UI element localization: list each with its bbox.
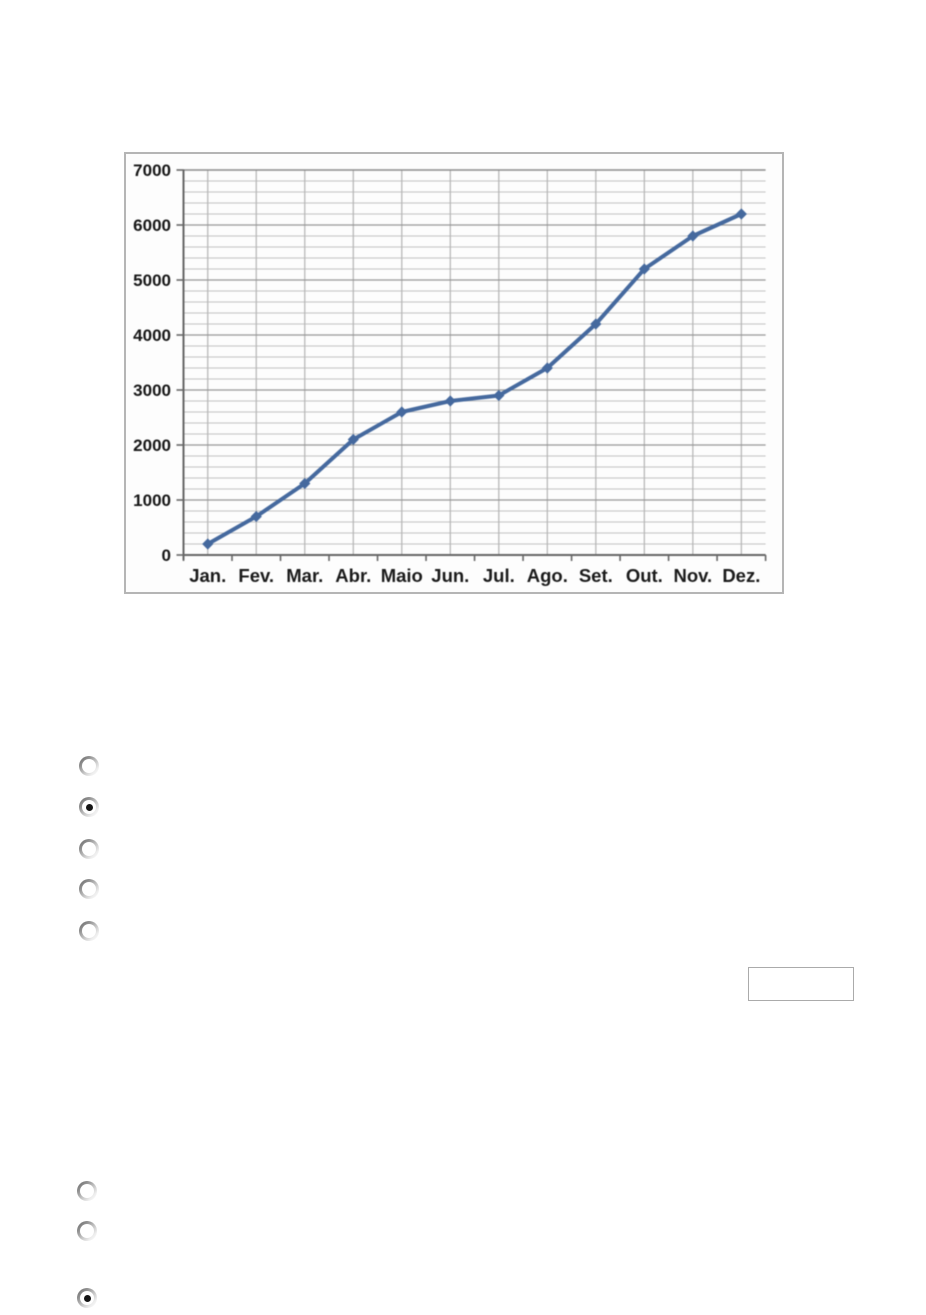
svg-text:Out.: Out. [626, 565, 663, 586]
svg-text:2000: 2000 [133, 436, 171, 455]
svg-text:3000: 3000 [133, 381, 171, 400]
svg-text:5000: 5000 [133, 271, 171, 290]
svg-text:Jun.: Jun. [431, 565, 469, 586]
svg-text:Maio: Maio [381, 565, 423, 586]
svg-text:Ago.: Ago. [527, 565, 568, 586]
svg-text:0: 0 [162, 546, 171, 565]
svg-text:4000: 4000 [133, 326, 171, 345]
svg-text:Jul.: Jul. [483, 565, 515, 586]
svg-text:6000: 6000 [133, 216, 171, 235]
svg-text:1000: 1000 [133, 491, 171, 510]
svg-text:Set.: Set. [579, 565, 613, 586]
svg-text:Fev.: Fev. [238, 565, 274, 586]
svg-text:Jan.: Jan. [189, 565, 226, 586]
svg-text:Nov.: Nov. [673, 565, 712, 586]
svg-text:7000: 7000 [133, 161, 171, 180]
svg-text:Abr.: Abr. [335, 565, 371, 586]
svg-text:Dez.: Dez. [722, 565, 760, 586]
svg-text:Mar.: Mar. [286, 565, 323, 586]
